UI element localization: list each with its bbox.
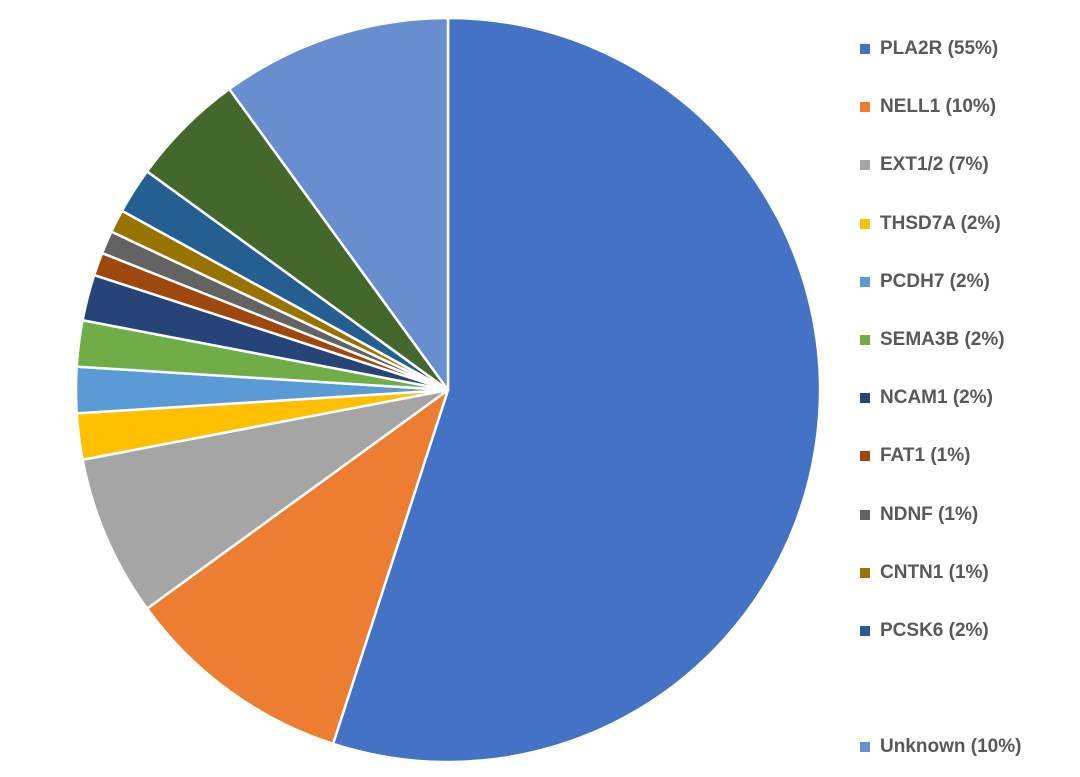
- legend: PLA2R (55%) NELL1 (10%) EXT1/2 (7%) THSD7A …: [860, 34, 1070, 764]
- legend-label-5: SEMA3B (2%): [880, 329, 1005, 350]
- legend-swatch-12: [860, 742, 870, 753]
- pie-slice-2: [81, 388, 450, 610]
- pie-slice-0: [331, 16, 822, 764]
- legend-swatch-11: [860, 684, 870, 694]
- legend-swatch-5: [860, 335, 870, 345]
- legend-swatch-9: [860, 567, 870, 578]
- legend-label-7: FAT1 (1%): [880, 445, 971, 467]
- legend-label-12: Unknown (10%): [880, 736, 1022, 758]
- pie-slice-1: [145, 388, 450, 746]
- legend-item-1: NELL1 (10%): [860, 92, 996, 122]
- legend-label-10: PCSK6 (2%): [880, 620, 989, 641]
- legend-label-3: THSD7A (2%): [880, 212, 1001, 234]
- legend-item-5: SEMA3B (2%): [860, 325, 1005, 355]
- legend-swatch-7: [860, 451, 870, 462]
- legend-swatch-1: [860, 102, 870, 113]
- legend-label-1: NELL1 (10%): [880, 96, 997, 118]
- legend-item-8: NDNF (1%): [860, 500, 978, 530]
- legend-swatch-0: [860, 44, 870, 54]
- legend-label-8: NDNF (1%): [880, 503, 979, 525]
- legend-label-4: PCDH7 (2%): [880, 270, 990, 292]
- legend-item-7: FAT1 (1%): [860, 441, 970, 471]
- legend-item-4: PCDH7 (2%): [860, 267, 990, 297]
- legend-item-9: CNTN1 (1%): [860, 558, 989, 588]
- legend-item-6: NCAM1 (2%): [860, 383, 993, 413]
- legend-item-3: THSD7A (2%): [860, 209, 1001, 239]
- legend-label-6: NCAM1 (2%): [880, 387, 993, 409]
- legend-item-12: Unknown (10%): [860, 732, 1021, 762]
- legend-swatch-4: [860, 276, 870, 287]
- legend-item-11: [860, 674, 880, 704]
- legend-swatch-6: [860, 393, 870, 404]
- legend-swatch-3: [860, 218, 870, 229]
- pie-slice-12: [228, 16, 450, 392]
- legend-label-0: PLA2R (55%): [880, 38, 999, 59]
- legend-item-10: PCSK6 (2%): [860, 616, 989, 646]
- legend-label-9: CNTN1 (1%): [880, 561, 989, 583]
- legend-item-2: EXT1/2 (7%): [860, 150, 989, 180]
- legend-swatch-2: [860, 160, 870, 171]
- legend-swatch-8: [860, 509, 870, 520]
- legend-swatch-10: [860, 626, 870, 636]
- legend-item-0: PLA2R (55%): [860, 34, 998, 64]
- legend-label-2: EXT1/2 (7%): [880, 154, 989, 176]
